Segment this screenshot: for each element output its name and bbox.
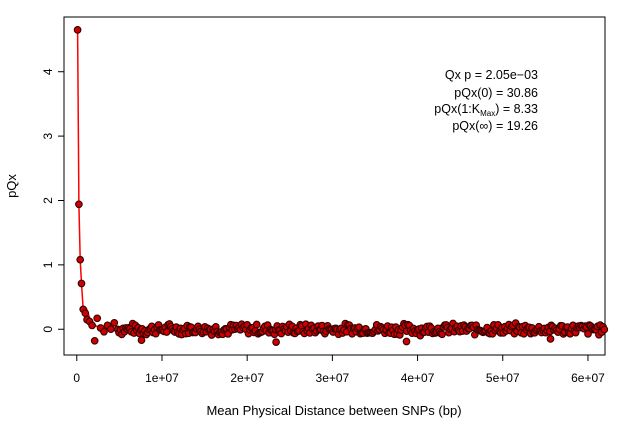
y-tick-label: 3 [41, 132, 55, 139]
x-tick-label: 5e+07 [486, 371, 520, 385]
x-axis-label: Mean Physical Distance between SNPs (bp) [206, 403, 461, 418]
data-point [438, 330, 446, 339]
data-point [137, 336, 146, 345]
y-tick-label: 1 [41, 261, 55, 268]
y-axis: 0 1 2 3 4 [41, 68, 64, 333]
data-points [73, 26, 609, 346]
annotation-pqx-1-kmax-suffix: ) = 8.33 [495, 102, 538, 116]
x-tick-label: 4e+07 [401, 371, 435, 385]
x-axis: 0 1e+07 2e+07 3e+07 4e+07 5e+07 6e+07 [73, 355, 605, 385]
annotation-pqx-inf: pQx(∞) = 19.26 [452, 119, 538, 133]
annotation-pqx-1-kmax: pQx(1:KMax) = 8.33 [434, 102, 538, 118]
annotation-pqx-0: pQx(0) = 30.86 [454, 86, 538, 100]
annotation-pqx-1-kmax-prefix: pQx(1:K [434, 102, 481, 116]
data-point [107, 325, 115, 334]
y-tick-label: 0 [41, 326, 55, 333]
data-point [252, 320, 261, 329]
data-point [100, 327, 108, 336]
data-point [110, 318, 119, 327]
data-point [77, 279, 86, 288]
data-point [584, 330, 592, 338]
plot-frame [63, 16, 606, 356]
stats-annotation: Qx p = 2.05e−03 pQx(0) = 30.86 pQx(1:KMa… [434, 68, 538, 133]
data-point [93, 314, 102, 323]
y-tick-label: 2 [41, 197, 55, 204]
x-tick-label: 3e+07 [316, 371, 350, 385]
data-point [90, 336, 99, 345]
x-tick-label: 2e+07 [230, 371, 264, 385]
data-point [600, 325, 609, 334]
y-axis-label: pQx [4, 174, 19, 198]
data-point [546, 335, 555, 343]
y-tick-label: 4 [41, 68, 55, 75]
data-point [402, 337, 411, 346]
data-point [73, 26, 82, 34]
x-tick-label: 1e+07 [145, 371, 179, 385]
data-point [272, 338, 280, 346]
data-point [88, 321, 96, 330]
data-point [75, 200, 83, 209]
x-tick-label: 0 [73, 371, 80, 385]
x-tick-label: 6e+07 [571, 371, 605, 385]
data-point [81, 309, 90, 318]
data-point [76, 255, 85, 264]
annotation-pqx-1-kmax-sub: Max [480, 109, 495, 118]
annotation-qx-p: Qx p = 2.05e−03 [445, 68, 538, 82]
